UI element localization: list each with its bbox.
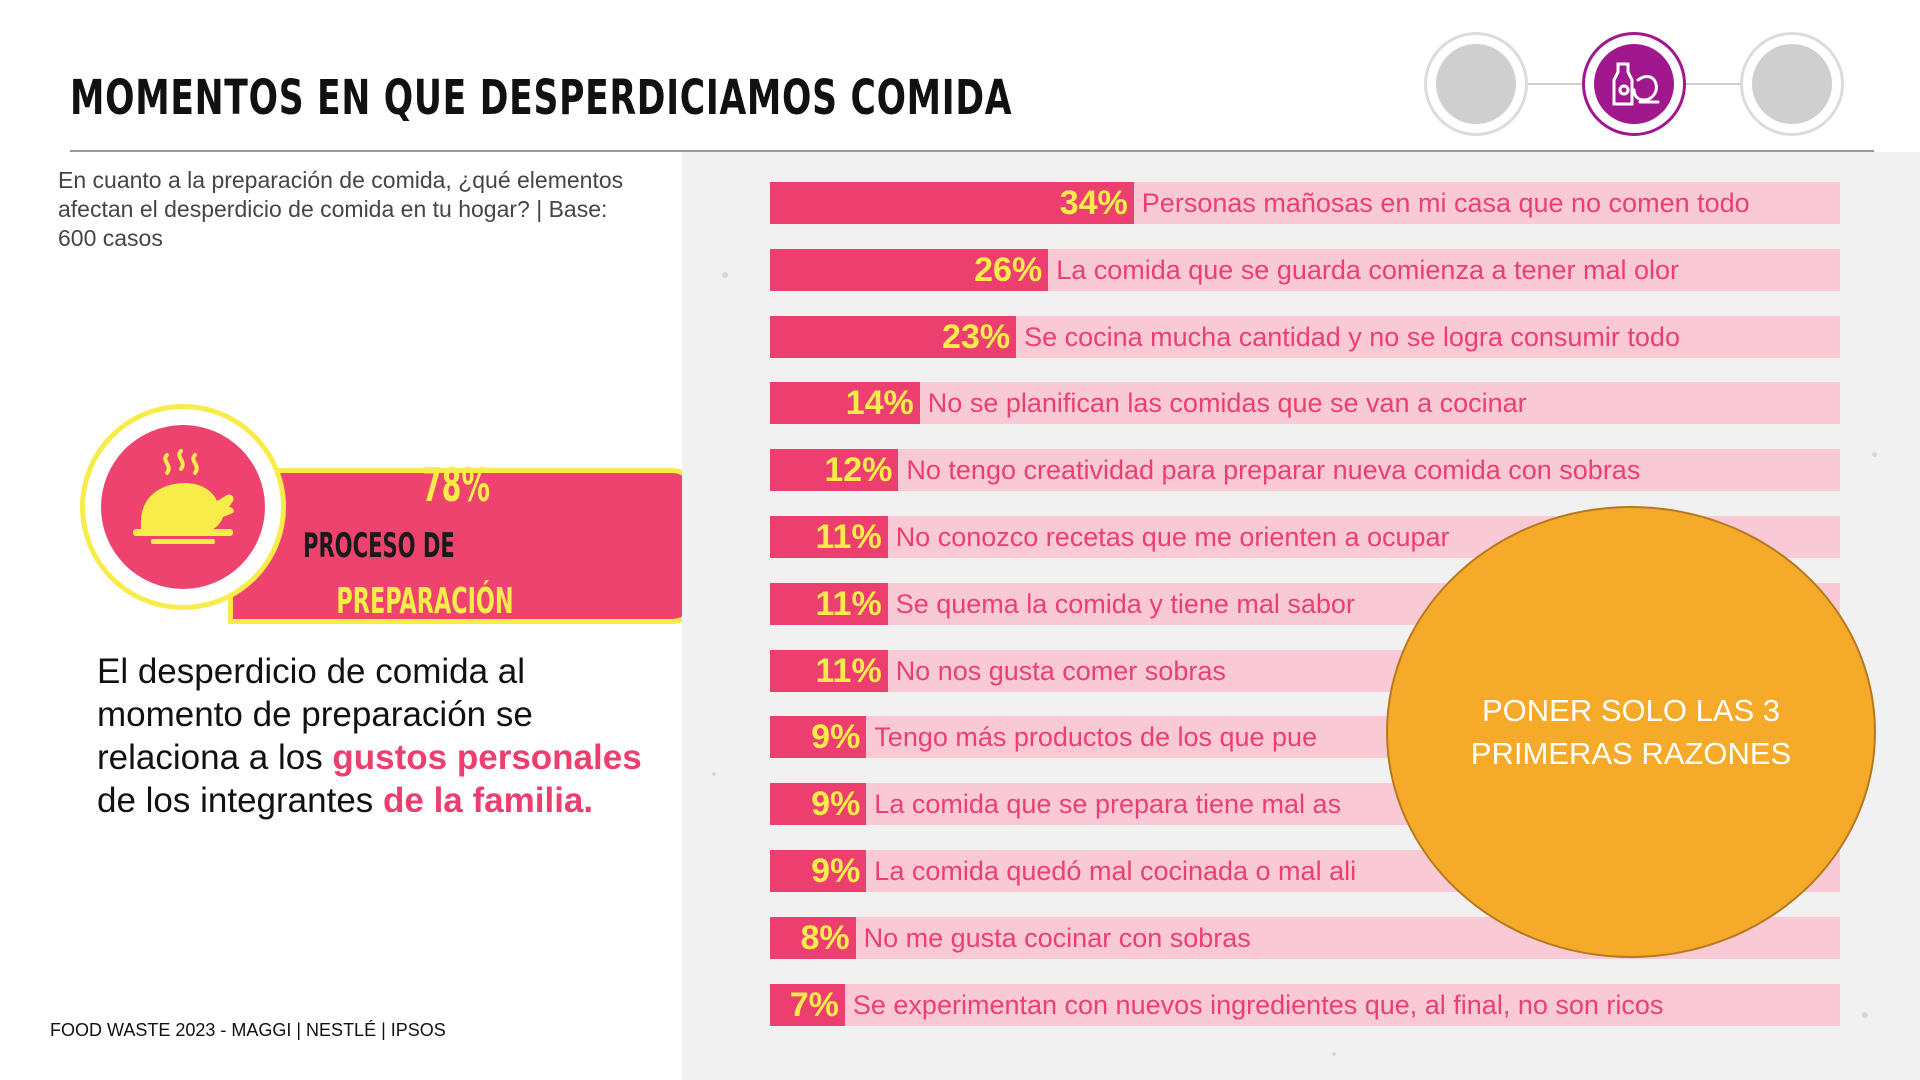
bar: [770, 382, 920, 425]
bar-category-label: No nos gusta comer sobras: [895, 655, 1226, 686]
bar-category-label: Personas mañosas en mi casa que no comen…: [1141, 188, 1750, 218]
bar-row: 34% Personas mañosas en mi casa que no co…: [770, 182, 1840, 224]
section-stepper: [1424, 32, 1844, 136]
bar-category-label: No conozco recetas que me orienten a ocu…: [895, 522, 1450, 552]
footer-source: FOOD WASTE 2023 - MAGGI | NESTLÉ | IPSOS: [50, 1020, 446, 1040]
badge-value: 78%: [421, 458, 491, 512]
badge-label: 78% PROCESO DE PREPARACIÓN: [280, 460, 570, 627]
bar: [770, 716, 867, 759]
step-3[interactable]: [1740, 32, 1844, 136]
bar-value-label: 9%: [811, 852, 861, 890]
bar-category-label: La comida que se prepara tiene mal as: [874, 789, 1342, 820]
stepper-connector: [1686, 83, 1740, 85]
step-2[interactable]: [1582, 32, 1686, 136]
insight-highlight-2: de la familia.: [383, 781, 594, 820]
badge-line2: PREPARACIÓN: [336, 581, 514, 622]
bar: [770, 850, 867, 892]
bar-track: [770, 983, 1840, 1026]
bar-value-label: 11%: [815, 584, 882, 623]
roast-chicken-icon: [133, 449, 234, 544]
bar: [770, 315, 1017, 358]
bar-value-label: 8%: [800, 918, 850, 957]
bar-value-label: 26%: [974, 250, 1043, 289]
bar-category-label: Se cocina mucha cantidad y no se logra c…: [1024, 321, 1680, 352]
bar-category-label: No me gusta cocinar con sobras: [863, 922, 1251, 953]
summary-badge: 78% PROCESO DE PREPARACIÓN: [80, 404, 698, 624]
bar-value-label: 23%: [942, 317, 1011, 356]
bar-value-label: 11%: [815, 651, 882, 690]
bar-category-label: La comida que se guarda comienza a tener…: [1056, 254, 1680, 285]
bar-value-label: 12%: [824, 451, 893, 490]
bar: [770, 449, 899, 492]
bar-row: 14% No se planifican las comidas que se v…: [770, 382, 1840, 425]
title-divider: [70, 150, 1874, 152]
sticky-note-text: PONER SOLO LAS 3 PRIMERAS RAZONES: [1470, 693, 1792, 771]
page-title: MOMENTOS EN QUE DESPERDICIAMOS COMIDA: [70, 70, 1013, 126]
bar-category-label: Se experimentan con nuevos ingredientes …: [852, 989, 1664, 1020]
bar-value-label: 9%: [811, 718, 861, 757]
insight-text: El desperdicio de comida al momento de p…: [97, 650, 657, 822]
insight-highlight-1: gustos personales: [332, 738, 642, 777]
bar: [770, 182, 1134, 224]
bar-track: [770, 449, 1840, 492]
bar-track: [770, 382, 1840, 425]
stepper-connector: [1528, 83, 1582, 85]
bar: [770, 516, 888, 558]
bar-value-label: 14%: [845, 384, 914, 423]
bar-category-label: Tengo más productos de los que pue: [874, 722, 1318, 753]
badge-icon-circle: [80, 404, 286, 610]
bar: [770, 649, 888, 692]
bar-category-label: No tengo creatividad para preparar nueva…: [906, 455, 1641, 486]
bar: [770, 983, 845, 1026]
sticky-note[interactable]: PONER SOLO LAS 3 PRIMERAS RAZONES: [1386, 506, 1876, 958]
bar-row: 7% Se experimentan con nuevos ingrediente…: [770, 983, 1840, 1026]
bar-value-label: 11%: [815, 518, 882, 556]
bar: [770, 582, 888, 625]
bar-value-label: 34%: [1059, 184, 1128, 222]
bar-value-label: 7%: [789, 985, 839, 1024]
bar-category-label: No se planifican las comidas que se van …: [927, 388, 1527, 419]
bar: [770, 916, 856, 959]
bar: [770, 248, 1049, 291]
bar-row: 26% La comida que se guarda comienza a te…: [770, 248, 1840, 291]
bar-category-label: Se quema la comida y tiene mal sabor: [895, 588, 1355, 619]
bar-row: 23% Se cocina mucha cantidad y no se logr…: [770, 315, 1840, 358]
badge-line1: PROCESO DE: [302, 526, 455, 566]
bar: [770, 783, 867, 826]
insight-part1: El desperdicio de comida al momento de p…: [97, 652, 533, 777]
bar-category-label: La comida quedó mal cocinada o mal ali: [874, 856, 1357, 886]
step-1[interactable]: [1424, 32, 1528, 136]
bar-row: 12% No tengo creatividad para preparar nu…: [770, 449, 1840, 492]
insight-part2: de los integrantes: [97, 781, 384, 820]
bar-value-label: 9%: [811, 785, 861, 824]
food-prep-icon: [1612, 62, 1660, 106]
survey-question: En cuanto a la preparación de comida, ¿q…: [58, 167, 624, 251]
